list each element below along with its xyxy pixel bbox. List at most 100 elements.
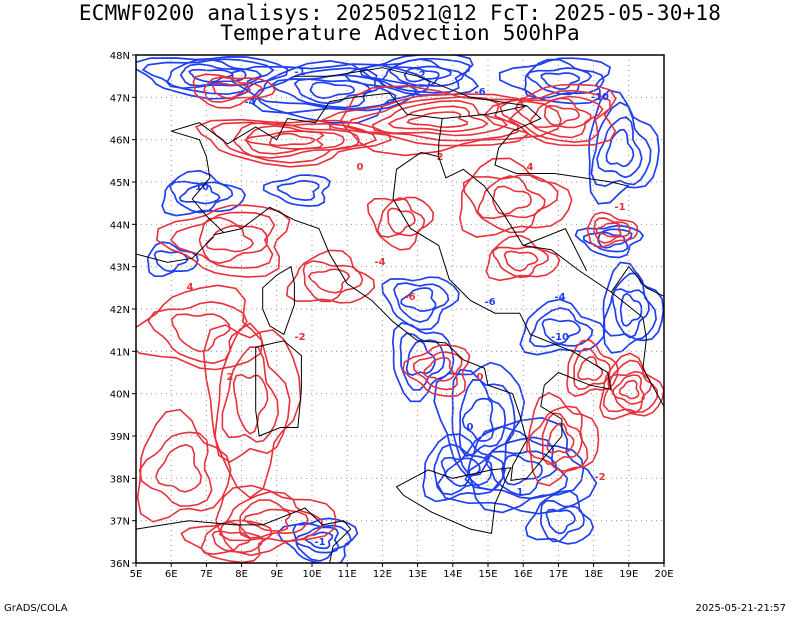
- coast-sicily: [395, 467, 512, 534]
- lat-lon-grid: [136, 55, 664, 563]
- lon-tick-label: 6E: [165, 569, 178, 580]
- contour-line: [136, 284, 264, 371]
- lon-tick-label: 13E: [408, 569, 427, 580]
- contour-line: [412, 351, 463, 391]
- lat-tick-label: 45N: [110, 178, 130, 189]
- coast-sardinia: [255, 340, 302, 437]
- lon-tick-label: 16E: [514, 569, 533, 580]
- contour-line: [366, 196, 435, 251]
- contour-line: [179, 63, 247, 87]
- contour-line: [588, 89, 660, 205]
- lat-tick-label: 43N: [110, 263, 130, 274]
- contour-line: [499, 89, 612, 144]
- contour-line: [170, 313, 231, 353]
- contour-line: [612, 374, 645, 405]
- contour-line: [345, 96, 519, 142]
- contour-line: [526, 67, 593, 96]
- coast-france: [136, 236, 214, 263]
- contour-line: [467, 425, 585, 514]
- contour-line: [211, 530, 252, 552]
- contour-value-label: 0: [357, 162, 364, 173]
- contour-line: [262, 174, 331, 207]
- lat-tick-label: 36N: [110, 559, 130, 570]
- contour-value-label: 2: [437, 152, 444, 163]
- contour-line: [180, 519, 273, 563]
- lon-axis: 5E 6E 7E 8E 9E 10E 11E 12E 13E 14E 15E 16E 17E 18E 19E…: [130, 563, 674, 580]
- coast-africa: [136, 507, 352, 563]
- contour-line: [268, 132, 316, 147]
- contour-line: [611, 288, 650, 339]
- lon-tick-label: 10E: [302, 569, 321, 580]
- contour-line: [141, 58, 275, 96]
- lat-tick-label: 47N: [110, 93, 130, 104]
- contour-line: [595, 222, 622, 238]
- contour-line: [188, 68, 234, 83]
- timestamp: 2025-05-21-21:57: [695, 603, 786, 614]
- contour-line: [607, 370, 653, 414]
- contour-line: [232, 373, 269, 435]
- contour-value-label: 1: [327, 122, 334, 133]
- border-hr-ba: [523, 227, 588, 272]
- contour-line: [251, 60, 418, 114]
- software-credit: GrADS/COLA: [4, 603, 68, 614]
- contour-line: [231, 63, 431, 124]
- contour-line: [214, 322, 291, 463]
- contour-line: [198, 216, 269, 265]
- contour-value-label: -1: [314, 537, 325, 548]
- contour-layer: -1 -2 -4 -6 -10 0 1 2 4 -1 -2 -4 -6 -10 0 1 2 4 -1 -2 -4 -6 -1…: [136, 55, 664, 563]
- contour-line: [461, 397, 495, 442]
- contour-line: [211, 82, 252, 99]
- contour-value-label: -1: [294, 67, 305, 78]
- lon-tick-label: 19E: [619, 569, 638, 580]
- contour-line: [501, 454, 543, 486]
- contour-line: [491, 185, 532, 216]
- contour-line: [524, 489, 595, 545]
- contour-line: [458, 157, 573, 238]
- contour-value-label: 0: [467, 422, 474, 433]
- contour-line: [458, 379, 507, 457]
- contour-line: [376, 197, 426, 238]
- contour-line: [302, 260, 364, 303]
- contour-line: [269, 74, 385, 109]
- contour-line: [155, 443, 203, 493]
- contour-line: [359, 57, 471, 94]
- contour-line: [276, 180, 320, 201]
- contour-line: [539, 499, 585, 543]
- lat-tick-label: 44N: [110, 220, 130, 231]
- contour-value-label: -10: [191, 182, 209, 193]
- border-si-hr: [442, 105, 629, 187]
- contour-value-label: 4: [527, 162, 534, 173]
- contour-line: [583, 228, 633, 253]
- contour-line: [545, 508, 576, 535]
- contour-value-label: -10: [551, 332, 569, 343]
- contour-line: [540, 72, 581, 90]
- contour-line: [192, 73, 276, 109]
- coast-corsica: [262, 265, 295, 336]
- contour-line: [221, 346, 280, 443]
- contour-line: [161, 169, 247, 217]
- contour-line: [400, 287, 437, 312]
- contour-line: [492, 246, 549, 279]
- contour-value-label: -4: [244, 97, 255, 108]
- contour-line: [205, 224, 255, 253]
- border-at: [294, 67, 527, 107]
- contour-value-label: -6: [474, 87, 485, 98]
- contour-line: [194, 118, 392, 168]
- contour-line: [243, 130, 325, 150]
- lon-tick-label: 5E: [130, 569, 143, 580]
- contour-line: [503, 250, 539, 272]
- contour-line: [603, 272, 657, 341]
- contour-line: [529, 97, 592, 129]
- contour-value-label: -4: [374, 257, 385, 268]
- contour-line: [586, 211, 639, 248]
- contour-line: [485, 234, 561, 282]
- lat-tick-label: 48N: [110, 51, 130, 62]
- lat-tick-label: 42N: [110, 305, 130, 316]
- lat-tick-label: 41N: [110, 347, 130, 358]
- lat-tick-label: 39N: [110, 432, 130, 443]
- contour-line: [307, 268, 351, 294]
- contour-line: [379, 58, 465, 89]
- contour-line: [574, 224, 645, 259]
- contour-line: [573, 347, 612, 391]
